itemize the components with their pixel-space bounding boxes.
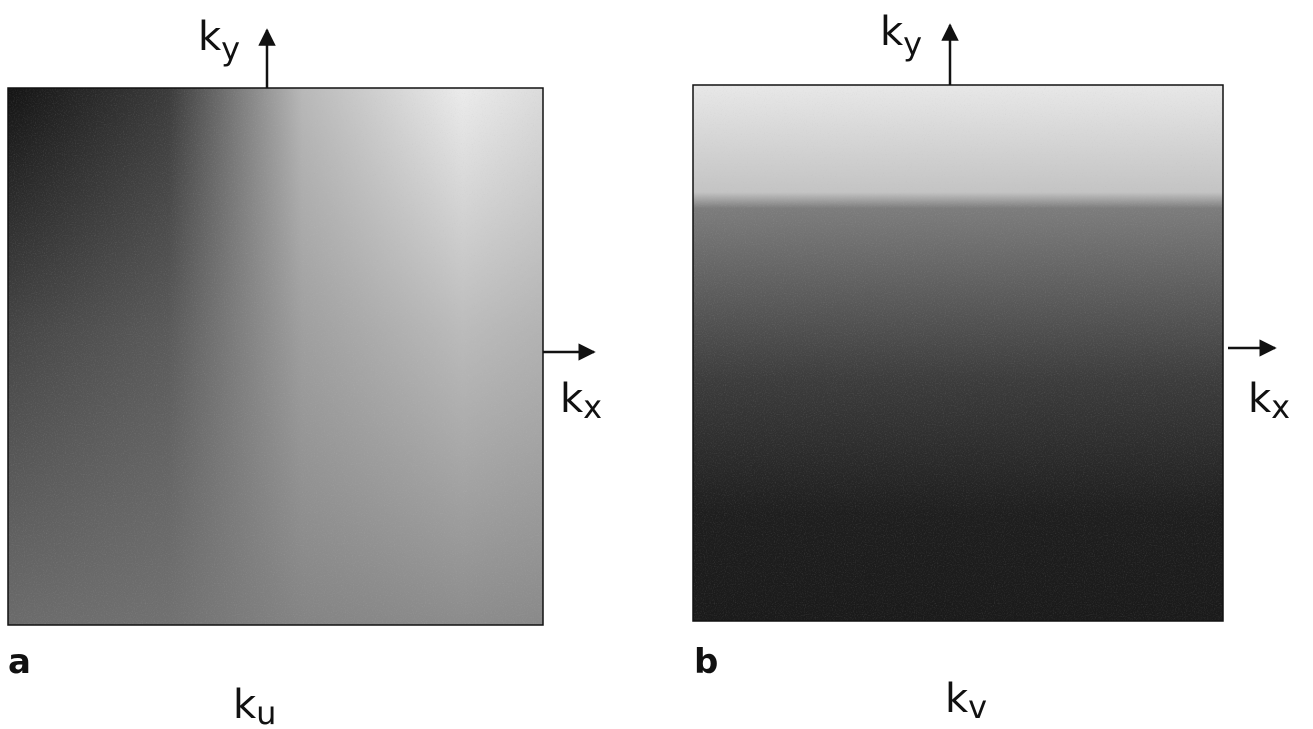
figure: ky kx a ku ky kx b kv [0, 0, 1313, 729]
panel-letter: b [694, 642, 718, 682]
kx-label: kx [1248, 376, 1290, 426]
ky-label: ky [880, 9, 922, 63]
caption-label: kv [945, 676, 987, 726]
image-b-noise [693, 85, 1223, 621]
kx-label: kx [560, 376, 602, 426]
ky-label: ky [198, 14, 240, 68]
panel-a: ky kx a ku [8, 14, 602, 729]
image-a-noise [8, 88, 543, 625]
panel-b: ky kx b kv [693, 9, 1290, 726]
panel-letter: a [8, 642, 31, 682]
caption-label: ku [233, 682, 276, 729]
